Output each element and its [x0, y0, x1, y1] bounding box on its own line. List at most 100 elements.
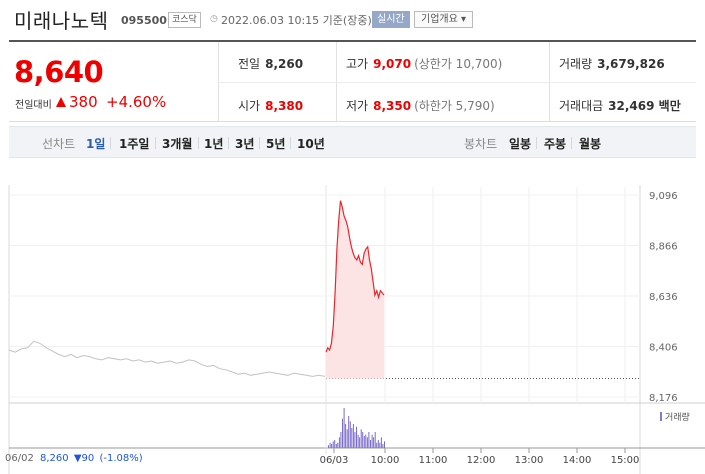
y-tick-label: 8,866 — [649, 242, 678, 253]
stock-name: 미래나노텍 — [14, 9, 109, 33]
x-tick-label: 13:00 — [515, 455, 544, 466]
volume-bar — [382, 444, 384, 448]
tab-10year[interactable]: 10년 — [297, 137, 325, 151]
company-overview-dropdown[interactable]: 기업개요 ▾ — [414, 11, 473, 28]
volume-bar — [376, 442, 378, 448]
prev-compare-label: 전일대비 — [15, 100, 52, 111]
x-axis-labels: 06/03 10:00 11:00 12:00 13:00 14:00 15:00 — [320, 448, 640, 466]
volume-bar — [362, 432, 364, 448]
candle-chart-label: 봉차트 — [464, 137, 498, 151]
volume-bar — [332, 441, 334, 448]
stat-open: 시가 8,380 — [238, 99, 304, 113]
prev-day-rate: (-1.08%) — [99, 453, 143, 464]
price-change: 380 — [69, 93, 98, 111]
tab-3month[interactable]: 3개월 — [162, 137, 193, 151]
market-badge: 코스닥 — [168, 12, 201, 28]
tab-weekly-candle[interactable]: 주봉 — [544, 137, 567, 151]
volume-bar — [342, 418, 343, 448]
tab-1day[interactable]: 1일 — [86, 137, 106, 151]
tab-1year[interactable]: 1년 — [204, 137, 224, 151]
volume-bar — [348, 416, 350, 448]
volume-bar — [380, 437, 382, 448]
volume-bar — [352, 424, 354, 448]
volume-bar — [334, 440, 336, 448]
y-tick-label: 8,176 — [649, 393, 678, 404]
volume-bar — [377, 440, 379, 448]
tab-1week[interactable]: 1주일 — [119, 137, 150, 151]
volume-bar — [346, 429, 348, 448]
volume-bar — [345, 424, 347, 448]
volume-bar — [370, 440, 371, 448]
volume-bar — [328, 445, 329, 448]
volume-bar — [365, 434, 367, 448]
y-tick-label: 9,096 — [649, 191, 678, 202]
today-series — [325, 200, 385, 379]
volume-bar — [357, 434, 359, 448]
prev-day-line — [8, 340, 326, 377]
prev-day-series — [8, 340, 326, 377]
volume-bar — [359, 437, 361, 448]
prev-day-date: 06/02 — [5, 453, 34, 464]
tab-5year[interactable]: 5년 — [266, 137, 286, 151]
tab-separator — [536, 137, 537, 149]
price-chart-svg: 9,096 8,866 8,636 8,406 8,176 06/03 10:00 11:0… — [8, 185, 705, 474]
volume-bar — [373, 437, 375, 448]
volume-bar — [366, 437, 368, 448]
tab-monthly-candle[interactable]: 월봉 — [579, 137, 602, 151]
current-price: 8,640 — [14, 55, 104, 89]
stock-code: 095500 — [121, 14, 167, 27]
x-tick-label: 10:00 — [371, 455, 400, 466]
y-tick-label: 8,406 — [649, 343, 678, 354]
volume-bar — [337, 442, 339, 448]
volume-bar — [356, 426, 357, 448]
volume-bar — [354, 432, 356, 448]
tab-separator — [155, 137, 156, 149]
up-arrow-icon — [56, 97, 66, 107]
stat-prev-close: 전일 8,260 — [238, 57, 304, 71]
tab-separator — [290, 137, 291, 149]
tab-separator — [198, 137, 199, 149]
price-change-rate: +4.60% — [106, 93, 167, 111]
stat-volume: 거래량 3,679,826 — [559, 57, 665, 71]
volume-bar — [351, 428, 353, 448]
prev-day-summary: 06/02 8,260 ▼90 (-1.08%) — [5, 453, 143, 464]
line-chart-label: 선차트 — [42, 137, 76, 151]
x-tick-label: 11:00 — [419, 455, 448, 466]
quote-datetime: 2022.06.03 10:15 기준(장중) — [221, 14, 372, 27]
volume-bars — [328, 408, 385, 448]
volume-bar — [374, 432, 376, 448]
tab-separator — [571, 137, 572, 149]
volume-bar — [360, 429, 362, 448]
clock-icon: ◷ — [210, 14, 218, 24]
y-tick-label: 8,636 — [649, 292, 678, 303]
stat-low: 저가 8,350 (하한가 5,790) — [346, 99, 495, 113]
volume-bar — [338, 437, 340, 448]
x-tick-label: 06/03 — [320, 455, 349, 466]
volume-legend-swatch — [660, 412, 662, 421]
stat-amount: 거래대금 32,469 백만 — [559, 99, 681, 113]
prev-day-price: 8,260 — [40, 453, 69, 464]
intraday-chart[interactable]: 9,096 8,866 8,636 8,406 8,176 06/03 10:00 11:0… — [0, 158, 705, 474]
x-tick-label: 12:00 — [467, 455, 496, 466]
price-summary: 8,640 전일대비 380 +4.60% 전일 8,260 고가 9,070 (상한… — [9, 40, 696, 122]
volume-bar — [343, 408, 345, 448]
tab-separator — [228, 137, 229, 149]
realtime-button[interactable]: 실시간 — [372, 11, 410, 28]
tab-separator — [259, 137, 260, 149]
volume-bar — [349, 421, 351, 448]
tab-separator — [110, 137, 111, 149]
volume-bar — [384, 441, 385, 448]
tab-3year[interactable]: 3년 — [235, 137, 255, 151]
stat-high: 고가 9,070 (상한가 10,700) — [346, 57, 503, 71]
today-line — [325, 200, 385, 353]
volume-bar — [371, 434, 373, 448]
volume-legend: 거래량 — [660, 410, 690, 423]
volume-bar — [379, 442, 381, 448]
divider — [218, 82, 696, 83]
volume-bar — [335, 444, 337, 448]
volume-bar — [340, 432, 342, 448]
stock-header: 미래나노텍 095500 코스닥 ◷ 2022.06.03 10:15 기준(장… — [0, 0, 705, 40]
tab-daily-candle[interactable]: 일봉 — [509, 137, 532, 151]
volume-bar — [368, 432, 370, 448]
x-tick-label: 15:00 — [611, 455, 640, 466]
